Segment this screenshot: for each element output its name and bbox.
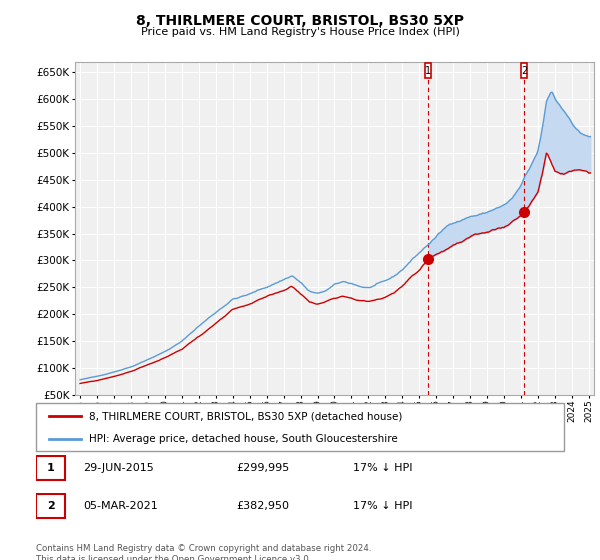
Text: £299,995: £299,995 [236,463,290,473]
FancyBboxPatch shape [521,63,527,78]
Text: 1: 1 [425,66,431,76]
Text: 17% ↓ HPI: 17% ↓ HPI [353,501,412,511]
Text: 17% ↓ HPI: 17% ↓ HPI [353,463,412,473]
Text: 29-JUN-2015: 29-JUN-2015 [83,463,154,473]
Text: 2: 2 [47,501,55,511]
FancyBboxPatch shape [36,494,65,519]
Text: Price paid vs. HM Land Registry's House Price Index (HPI): Price paid vs. HM Land Registry's House … [140,27,460,37]
Text: 8, THIRLMERE COURT, BRISTOL, BS30 5XP (detached house): 8, THIRLMERE COURT, BRISTOL, BS30 5XP (d… [89,411,402,421]
Text: £382,950: £382,950 [236,501,290,511]
Text: 1: 1 [47,463,55,473]
FancyBboxPatch shape [425,63,431,78]
Text: 8, THIRLMERE COURT, BRISTOL, BS30 5XP: 8, THIRLMERE COURT, BRISTOL, BS30 5XP [136,14,464,28]
Text: 2: 2 [521,66,527,76]
Text: 05-MAR-2021: 05-MAR-2021 [83,501,158,511]
Text: HPI: Average price, detached house, South Gloucestershire: HPI: Average price, detached house, Sout… [89,434,398,444]
Text: Contains HM Land Registry data © Crown copyright and database right 2024.
This d: Contains HM Land Registry data © Crown c… [36,544,371,560]
FancyBboxPatch shape [36,403,564,451]
FancyBboxPatch shape [36,456,65,480]
